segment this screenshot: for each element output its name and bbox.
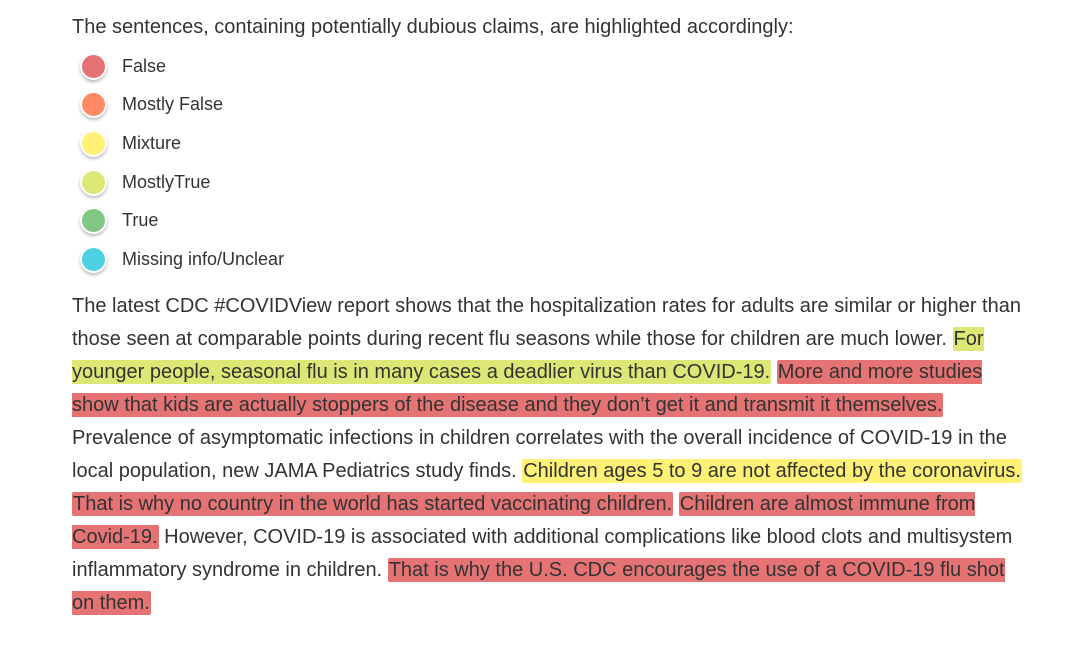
rating-legend: False Mostly False Mixture MostlyTrue Tr… bbox=[72, 47, 1032, 279]
true-dot-icon bbox=[80, 207, 107, 235]
highlighted-claim-mixture[interactable]: Children ages 5 to 9 are not affected by… bbox=[522, 458, 1022, 483]
legend-item-mostly-true: MostlyTrue bbox=[80, 163, 1032, 202]
false-dot-icon bbox=[80, 52, 107, 80]
article-text: The latest CDC #COVIDView report shows t… bbox=[72, 290, 1027, 620]
legend-item-true: True bbox=[80, 201, 1032, 240]
legend-item-mostly-false: Mostly False bbox=[80, 86, 1032, 125]
mostly-true-dot-icon bbox=[80, 168, 107, 196]
plain-sentence bbox=[673, 493, 679, 515]
legend-label: Mostly False bbox=[122, 94, 224, 115]
legend-label: True bbox=[122, 210, 159, 231]
plain-sentence bbox=[771, 361, 777, 383]
mixture-dot-icon bbox=[80, 129, 107, 157]
missing-info-dot-icon bbox=[80, 245, 107, 273]
intro-text: The sentences, containing potentially du… bbox=[72, 16, 794, 38]
highlighted-claim-false[interactable]: That is why no country in the world has … bbox=[72, 491, 674, 516]
legend-label: Mixture bbox=[122, 132, 182, 153]
legend-label: False bbox=[122, 55, 167, 76]
legend-item-mixture: Mixture bbox=[80, 124, 1032, 163]
mostly-false-dot-icon bbox=[80, 91, 107, 119]
legend-item-missing-info: Missing info/Unclear bbox=[80, 240, 1032, 279]
legend-item-false: False bbox=[80, 47, 1032, 86]
plain-sentence: The latest CDC #COVIDView report shows t… bbox=[72, 294, 1021, 350]
plain-sentence: However, COVID-19 is associated with add… bbox=[72, 525, 1013, 581]
legend-label: Missing info/Unclear bbox=[122, 248, 285, 269]
legend-label: MostlyTrue bbox=[122, 171, 211, 192]
plain-sentence: Prevalence of asymptomatic infections in… bbox=[72, 426, 1007, 482]
fact-check-panel: The sentences, containing potentially du… bbox=[72, 16, 1032, 620]
